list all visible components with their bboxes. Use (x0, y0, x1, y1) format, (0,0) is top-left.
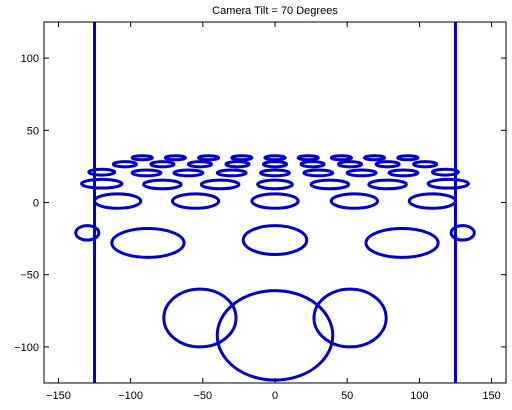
x-tick-label: −50 (193, 390, 212, 402)
ellipse-curve (309, 178, 351, 191)
ellipse-curve (345, 168, 378, 178)
ellipse-curve (215, 289, 335, 382)
ellipse-curve (111, 160, 138, 169)
ellipse-curve (142, 178, 183, 191)
ellipse-curve (426, 177, 470, 190)
y-tick-label: 100 (21, 53, 39, 65)
ellipse-curve (329, 192, 380, 210)
ellipse-curve (170, 192, 221, 210)
ellipse-curve (162, 287, 238, 349)
ellipse-curve (241, 224, 309, 256)
ellipse-curve (302, 168, 335, 178)
plot-area (74, 22, 476, 383)
ellipse-curve (87, 167, 117, 177)
ellipse-curve (259, 168, 291, 178)
ellipse-curve (230, 154, 254, 162)
ellipse-curve (172, 168, 205, 178)
x-axis: −150 −100 −50 0 50 100 150 (46, 22, 501, 402)
ellipse-curve (396, 154, 420, 162)
y-tick-label: 0 (33, 198, 39, 210)
ellipse-curve (261, 160, 289, 169)
x-tick-label: 100 (410, 390, 428, 402)
ellipse-curve (256, 178, 294, 191)
ellipse-curve (430, 167, 460, 177)
axes-box (43, 21, 507, 384)
ellipse-curve (407, 192, 457, 210)
ellipse-curve (363, 154, 387, 162)
x-tick-label: 150 (482, 390, 500, 402)
ellipse-curve (387, 168, 420, 178)
x-tick-label: 50 (341, 390, 353, 402)
ellipse-curve (93, 192, 143, 210)
chart-title: Camera Tilt = 70 Degrees (212, 5, 338, 17)
ellipse-curve (74, 224, 101, 242)
x-tick-label: 0 (272, 390, 278, 402)
ellipse-curve (299, 160, 326, 169)
ellipse-curve (224, 160, 251, 169)
ellipse-curve (163, 154, 187, 162)
ellipse-curve (449, 224, 476, 242)
ellipse-curve (329, 154, 354, 162)
y-tick-label: −100 (14, 342, 39, 354)
ellipse-curve (186, 160, 213, 169)
ellipse-curve (149, 160, 176, 169)
ellipse-curve (80, 177, 124, 190)
ellipse-curve (199, 178, 241, 191)
x-tick-label: −100 (118, 390, 143, 402)
ellipse-curve (296, 154, 320, 162)
ellipse-curve (250, 192, 300, 210)
ellipse-curve (263, 154, 287, 162)
y-tick-label: −50 (20, 270, 39, 282)
ellipse-curve (130, 168, 163, 178)
x-tick-label: −150 (46, 390, 71, 402)
ellipse-curve (196, 154, 221, 162)
ellipse-curve (312, 287, 388, 349)
ellipse-curve (364, 226, 440, 259)
ellipse-curve (337, 160, 364, 169)
ellipse-curve (412, 160, 439, 169)
ellipse-curve (130, 154, 154, 162)
y-axis: −100 −50 0 50 100 (14, 53, 506, 354)
ellipse-curve (110, 226, 186, 259)
ellipse-curve (374, 160, 401, 169)
y-tick-label: 50 (27, 125, 39, 137)
ellipse-curve (215, 168, 248, 178)
ellipse-curve (367, 178, 408, 191)
